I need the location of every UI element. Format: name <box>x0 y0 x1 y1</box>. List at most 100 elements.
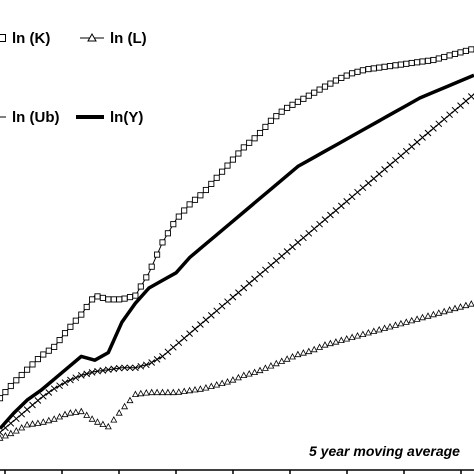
data-point-cross <box>72 374 80 382</box>
data-point-triangle <box>305 347 313 355</box>
data-point-square <box>284 104 291 111</box>
data-point-cross <box>419 134 426 141</box>
data-point-square <box>56 337 63 344</box>
data-point-square <box>397 61 404 68</box>
data-point-cross <box>99 367 107 374</box>
data-point-square <box>24 366 31 373</box>
data-point-cross <box>289 243 296 251</box>
data-point-square <box>78 311 85 318</box>
data-point-triangle <box>180 387 188 395</box>
data-point-triangle <box>332 338 340 345</box>
data-point-cross <box>115 364 123 372</box>
data-point-triangle <box>88 415 96 422</box>
data-point-triangle <box>321 341 329 348</box>
data-point-cross <box>305 229 313 237</box>
data-point-triangle <box>267 362 275 369</box>
data-point-square <box>311 89 318 96</box>
data-point-cross <box>392 156 399 164</box>
data-point-triangle <box>104 422 112 430</box>
data-point-triangle <box>61 410 69 418</box>
data-point-triangle <box>354 332 361 339</box>
data-point-square <box>414 59 421 66</box>
data-point-square <box>370 65 377 72</box>
data-point-square <box>229 156 236 163</box>
series-line-k <box>0 48 474 399</box>
data-point-square <box>191 196 199 203</box>
data-point-square <box>61 330 69 337</box>
data-point-square <box>34 356 41 363</box>
data-point-cross <box>272 257 280 264</box>
data-point-cross <box>365 179 372 187</box>
data-point-cross <box>256 270 264 278</box>
legend-item-k: ln (K) <box>0 30 50 47</box>
data-point-square <box>154 251 161 258</box>
data-point-square <box>18 371 25 379</box>
data-point-triangle <box>240 371 248 379</box>
x-axis <box>0 469 474 474</box>
data-point-triangle <box>110 416 118 423</box>
data-point-cross <box>218 302 226 310</box>
legend-label-l: ln (L) <box>110 30 147 47</box>
data-point-cross <box>343 198 351 205</box>
data-point-square <box>408 59 415 67</box>
data-point-triangle <box>419 313 426 321</box>
data-point-square <box>251 135 258 142</box>
data-point-triangle <box>386 322 394 330</box>
data-point-square <box>2 389 9 396</box>
data-point-triangle <box>1 431 9 439</box>
data-point-triangle <box>467 300 474 307</box>
data-point-cross <box>240 284 248 292</box>
data-point-triangle <box>440 307 448 315</box>
data-point-triangle <box>153 388 161 396</box>
data-point-square <box>186 201 193 208</box>
data-point-square <box>105 296 112 303</box>
data-point-triangle <box>381 324 389 331</box>
data-point-triangle <box>343 335 351 342</box>
legend-label-k: ln (K) <box>12 30 50 47</box>
data-point-triangle <box>278 357 286 364</box>
data-point-triangle <box>39 418 47 425</box>
data-point-cross <box>197 321 204 328</box>
data-point-cross <box>159 353 166 360</box>
data-point-square <box>457 49 464 56</box>
data-point-cross <box>283 248 291 255</box>
data-point-square <box>262 123 269 130</box>
data-point-cross <box>164 348 172 356</box>
data-point-cross <box>34 397 42 404</box>
data-point-square <box>0 395 4 402</box>
data-point-cross <box>451 106 459 114</box>
data-point-square <box>300 95 307 102</box>
data-point-cross <box>191 325 199 333</box>
data-point-cross <box>23 406 31 413</box>
data-point-cross <box>402 147 410 155</box>
data-point-square <box>349 70 356 77</box>
data-point-triangle <box>169 388 177 396</box>
data-point-square <box>13 377 20 384</box>
data-point-square <box>175 213 182 220</box>
series-l <box>0 300 474 441</box>
data-point-cross <box>229 293 237 301</box>
data-point-square <box>40 351 47 358</box>
data-point-triangle <box>126 396 134 404</box>
data-point-cross <box>0 429 4 436</box>
data-point-square <box>148 263 155 270</box>
data-point-triangle <box>18 423 26 431</box>
data-point-triangle <box>175 388 183 395</box>
data-point-cross <box>186 330 193 337</box>
data-point-triangle <box>115 409 123 416</box>
data-point-triangle <box>207 382 215 390</box>
data-point-triangle <box>283 355 291 362</box>
data-point-triangle <box>256 366 264 374</box>
legend-marker-square <box>0 34 6 42</box>
data-point-cross <box>467 93 474 100</box>
data-point-square <box>224 162 231 169</box>
data-point-triangle <box>186 386 194 394</box>
data-point-cross <box>126 364 134 372</box>
data-point-triangle <box>229 376 237 383</box>
data-point-square <box>381 63 388 70</box>
data-point-square <box>435 55 442 62</box>
data-point-cross <box>121 364 128 372</box>
data-point-cross <box>375 170 383 178</box>
data-point-triangle <box>316 343 324 350</box>
